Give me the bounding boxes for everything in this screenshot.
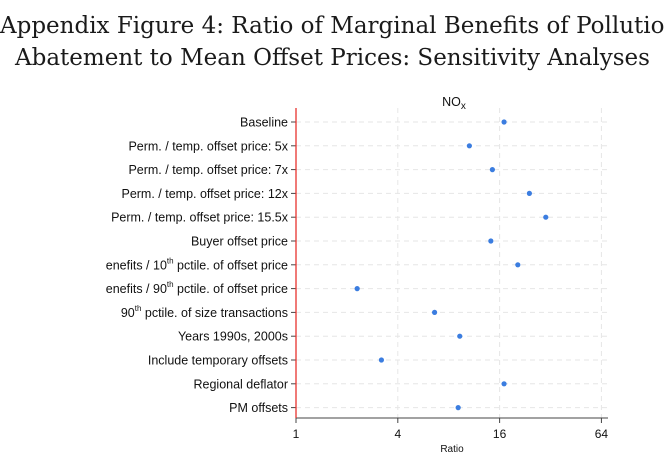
data-point [354, 286, 360, 292]
x-axis-label: Ratio [440, 444, 464, 455]
y-tick-label: Include temporary offsets [148, 354, 288, 368]
y-tick-label-text: Perm. / temp. offset price: 15.5x [111, 211, 289, 225]
y-tick-label-text: Perm. / temp. offset price: 12x [121, 187, 288, 201]
chart-title: Appendix Figure 4: Ratio of Marginal Ben… [0, 10, 665, 74]
chart-title-line-1: Appendix Figure 4: Ratio of Marginal Ben… [0, 13, 665, 39]
grid-lines [296, 108, 608, 418]
data-point [501, 381, 507, 387]
y-tick-label-text-after: pctile. of offset price [174, 258, 288, 272]
y-tick-label-text: Regional deflator [193, 377, 288, 391]
data-point [501, 119, 507, 125]
data-point [431, 309, 438, 315]
y-tick-label: enefits / 10th pctile. of offset price [106, 256, 288, 272]
panel-title: NOx [442, 95, 466, 112]
y-tick-label-text-after: pctile. of offset price [174, 282, 288, 296]
y-tick-label-text: Perm. / temp. offset price: 5x [128, 139, 288, 153]
y-tick-label: enefits / 90th pctile. of offset price [106, 280, 288, 296]
y-tick-label-text: Perm. / temp. offset price: 7x [128, 163, 288, 177]
y-tick-label: Perm. / temp. offset price: 7x [128, 163, 288, 177]
data-point [489, 167, 495, 173]
y-tick-label: Baseline [240, 116, 288, 130]
panel-title-main: NO [442, 95, 461, 109]
y-tick-label-text: PM offsets [229, 401, 288, 415]
panel-title-subscript: x [461, 101, 466, 112]
y-tick-label-text: Include temporary offsets [148, 354, 288, 368]
y-tick-label: Perm. / temp. offset price: 12x [121, 187, 288, 201]
x-tick-label: 16 [493, 427, 507, 441]
x-tick-label: 64 [595, 427, 609, 441]
y-tick-label-text: Baseline [240, 116, 288, 130]
y-tick-label: 90th pctile. of size transactions [121, 304, 288, 320]
data-point [515, 262, 521, 268]
category-rows: Baseline Perm. / temp. offset price: 5x Pe… [106, 116, 296, 415]
data-point [488, 238, 494, 244]
data-point [378, 357, 385, 363]
y-tick-label-text-after: pctile. of size transactions [141, 306, 288, 320]
y-tick-label: Buyer offset price [191, 235, 288, 249]
data-point [457, 333, 463, 339]
y-tick-label-text: Years 1990s, 2000s [178, 330, 288, 344]
y-tick-label: Perm. / temp. offset price: 5x [128, 139, 288, 153]
y-tick-label: Years 1990s, 2000s [178, 330, 288, 344]
data-point [526, 190, 532, 196]
x-axis: 1 4 16 64 [293, 417, 609, 441]
chart-title-line-2: Abatement to Mean Offset Prices: Sensiti… [15, 45, 650, 71]
y-tick-label: Regional deflator [193, 377, 288, 391]
data-points [354, 119, 549, 411]
x-tick-label: 4 [394, 427, 401, 441]
y-tick-label-text: 90 [121, 306, 135, 320]
y-tick-label: PM offsets [229, 401, 288, 415]
y-tick-label-superscript: th [167, 256, 174, 265]
y-tick-label-superscript: th [167, 280, 174, 289]
y-tick-label-text: Buyer offset price [191, 235, 288, 249]
y-tick-label-text: enefits / 90 [106, 282, 167, 296]
data-point [455, 405, 461, 411]
y-tick-label-text: enefits / 10 [106, 258, 167, 272]
y-tick-label-superscript: th [135, 304, 142, 313]
data-point [466, 143, 472, 149]
x-tick-label: 1 [293, 427, 300, 441]
data-point [543, 214, 549, 220]
y-tick-label: Perm. / temp. offset price: 15.5x [111, 211, 289, 225]
